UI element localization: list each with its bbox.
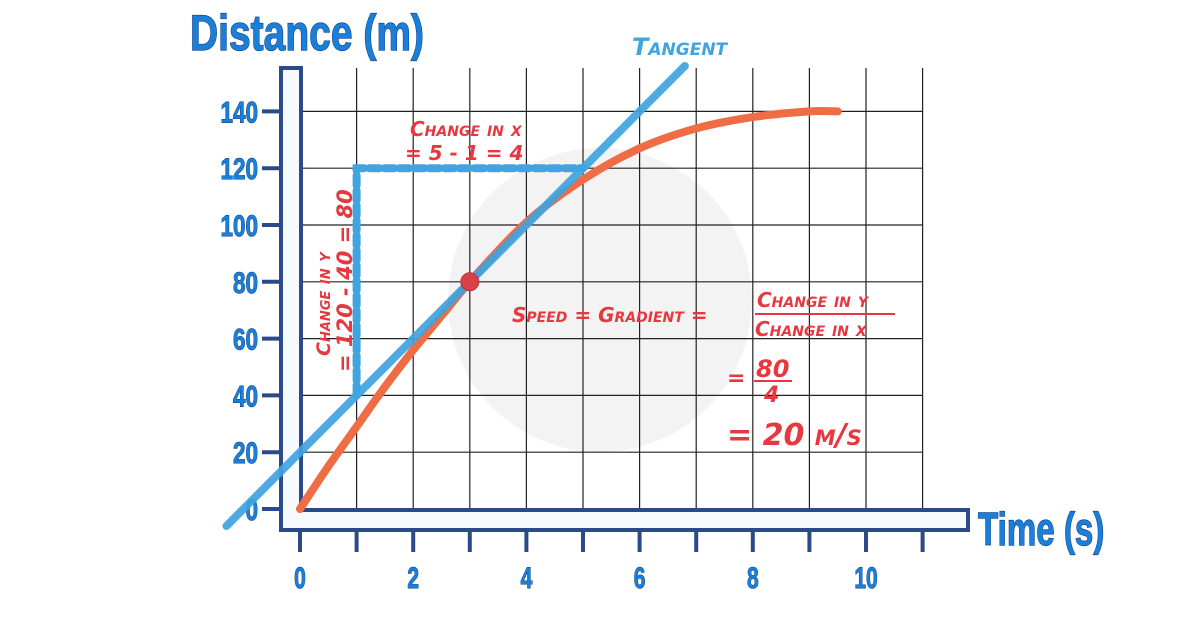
y-tick-label: 80 — [233, 266, 258, 300]
y-tick-label: 120 — [220, 152, 258, 186]
x-tick-label: 4 — [521, 563, 533, 595]
gradient-triangle — [352, 164, 587, 400]
speed-equation: Speed = Gradient = — [512, 303, 708, 327]
tangent-line — [222, 61, 689, 531]
tangent-line-stroke — [222, 61, 689, 531]
change-y-title: Change in y — [313, 251, 335, 356]
axes — [279, 66, 970, 532]
y-tick-label: 140 — [220, 95, 258, 129]
y-axis-title: Distance (m) — [190, 4, 424, 61]
axis-corner-fill — [283, 70, 299, 528]
x-tick-label: 2 — [407, 563, 419, 595]
x-tick-label: 10 — [854, 563, 877, 595]
grid — [301, 68, 924, 510]
tangent-label: Tangent — [632, 33, 729, 61]
speed-result: = 20 m/s — [727, 418, 862, 453]
y-tick-label: 20 — [233, 436, 258, 470]
x-tick-label: 8 — [747, 563, 759, 595]
y-tick-label: 40 — [233, 379, 258, 413]
x-tick-label: 6 — [634, 563, 646, 595]
y-tick-label: 100 — [220, 209, 258, 243]
change-x-calc: = 5 - 1 = 4 — [405, 141, 523, 165]
tangent-point — [460, 272, 480, 292]
equals-sign: = — [727, 366, 745, 391]
x-axis — [279, 508, 970, 532]
fraction-numerator: Change in y — [757, 288, 870, 312]
watermark-circle — [448, 148, 752, 452]
x-tick-label: 0 — [294, 563, 306, 595]
value-denominator: 4 — [763, 383, 779, 408]
x-axis-title: Time (s) — [978, 505, 1104, 555]
change-x-title: Change in x — [410, 117, 523, 141]
triangle-dashed-sides — [352, 164, 587, 400]
change-y-calc: = 120 - 40 = 80 — [333, 189, 357, 372]
y-tick-label: 60 — [233, 322, 258, 356]
value-numerator: 80 — [756, 355, 789, 383]
fraction-denominator: Change in x — [755, 317, 868, 341]
